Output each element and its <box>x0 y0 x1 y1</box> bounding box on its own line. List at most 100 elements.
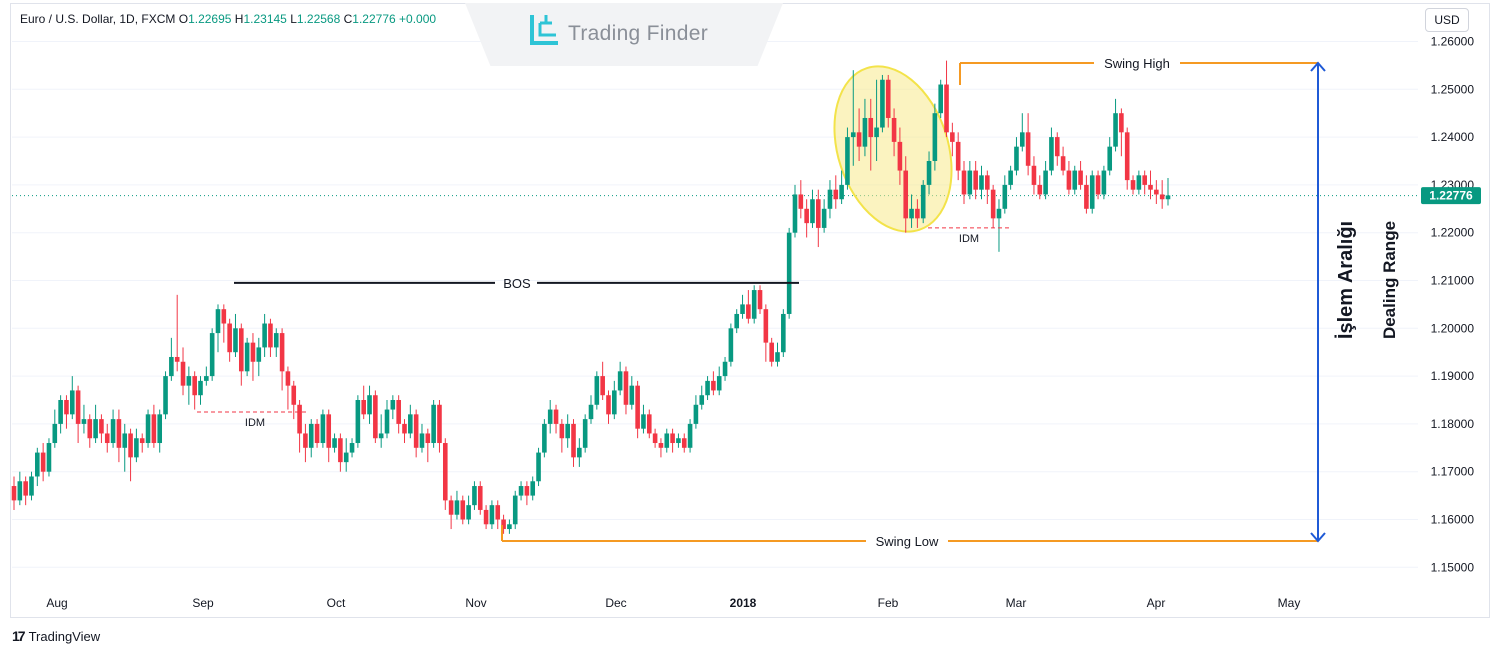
candle-body <box>1084 184 1089 209</box>
candle-body <box>798 194 804 209</box>
candle-body <box>816 199 821 228</box>
candle <box>973 161 978 200</box>
candle-body <box>711 380 716 391</box>
candle-body <box>594 376 600 405</box>
candle <box>839 170 844 205</box>
candle-body <box>1060 156 1066 171</box>
highlight-ellipse <box>833 65 953 233</box>
candle <box>996 199 1002 252</box>
candle <box>268 318 273 357</box>
candle <box>501 514 506 534</box>
y-tick-label: 1.16000 <box>1431 513 1475 527</box>
candle <box>75 385 81 444</box>
candle-body <box>658 443 664 448</box>
candle <box>1054 132 1060 166</box>
currency-button[interactable]: USD <box>1425 8 1469 32</box>
candle <box>716 366 722 396</box>
candle-body <box>460 500 466 520</box>
candle <box>110 409 116 448</box>
x-tick-label: Oct <box>327 596 346 610</box>
candle-body <box>215 309 221 334</box>
candle-body <box>495 505 501 520</box>
candle-body <box>565 423 570 439</box>
x-tick-label: Aug <box>46 596 67 610</box>
candle <box>320 409 326 448</box>
candle <box>308 419 314 458</box>
candle <box>1113 98 1118 152</box>
candle-body <box>670 433 675 444</box>
candle-body <box>985 175 990 190</box>
candle-body <box>326 414 332 448</box>
candle <box>291 380 297 420</box>
candle-body <box>1095 175 1101 195</box>
tradingview-name: TradingView <box>28 628 101 644</box>
x-tick-label: Nov <box>465 596 486 610</box>
candle <box>944 60 949 138</box>
low-value: 1.22568 <box>296 12 341 26</box>
candle-body <box>419 433 425 448</box>
candle-body <box>1025 132 1031 166</box>
candles <box>11 60 1171 534</box>
candle <box>868 98 874 171</box>
candle-body <box>781 313 786 353</box>
candle <box>256 337 262 377</box>
candle <box>390 395 396 420</box>
tradingview-branding[interactable]: 17 TradingView <box>12 628 100 644</box>
candle <box>757 285 763 314</box>
candle <box>402 419 407 444</box>
candle <box>40 443 46 482</box>
x-tick-label: 2018 <box>730 596 757 610</box>
candle <box>419 423 425 453</box>
candle-body <box>571 423 576 458</box>
candle <box>559 419 565 453</box>
tradingview-logo-icon: 17 <box>12 628 26 644</box>
candle-body <box>775 352 780 362</box>
candle-body <box>134 438 139 458</box>
candle-body <box>262 323 267 348</box>
candle <box>314 419 320 448</box>
candle-body <box>536 452 541 482</box>
candle <box>518 481 524 501</box>
candle <box>961 161 967 205</box>
candle-body <box>40 452 46 472</box>
candle <box>833 175 839 209</box>
candle-body <box>186 376 192 386</box>
candle <box>1060 146 1066 176</box>
last-price-value: 1.22776 <box>1429 189 1473 203</box>
candle <box>81 404 87 434</box>
candle <box>967 161 973 200</box>
candle <box>862 98 868 157</box>
candle <box>1165 177 1171 206</box>
candle <box>338 433 343 472</box>
candle-body <box>903 170 909 219</box>
candle-body <box>448 500 454 515</box>
candle-body <box>588 404 594 420</box>
candle <box>1072 165 1078 195</box>
candle <box>547 400 553 434</box>
candle <box>209 328 215 381</box>
candle <box>1025 113 1031 176</box>
candle <box>186 366 192 405</box>
candle-body <box>553 409 559 424</box>
candle-body <box>87 419 93 439</box>
candle-body <box>116 419 122 448</box>
idm-label: IDM <box>245 417 265 429</box>
candle <box>489 500 495 530</box>
candle-body <box>367 395 372 415</box>
candle <box>367 385 372 424</box>
idm-label: IDM <box>959 233 979 245</box>
candle-body <box>58 400 63 424</box>
candle <box>192 371 197 410</box>
candle-body <box>291 385 297 405</box>
candle <box>64 395 69 429</box>
candle-body <box>687 423 693 448</box>
candle <box>215 304 221 353</box>
candle-body <box>751 290 757 319</box>
x-tick-label: May <box>1278 596 1301 610</box>
symbol-title[interactable]: Euro / U.S. Dollar, 1D, FXCM <box>20 12 176 26</box>
candle <box>781 309 786 357</box>
y-tick-label: 1.21000 <box>1431 274 1475 288</box>
candle <box>845 127 850 190</box>
candle-body <box>46 443 52 472</box>
